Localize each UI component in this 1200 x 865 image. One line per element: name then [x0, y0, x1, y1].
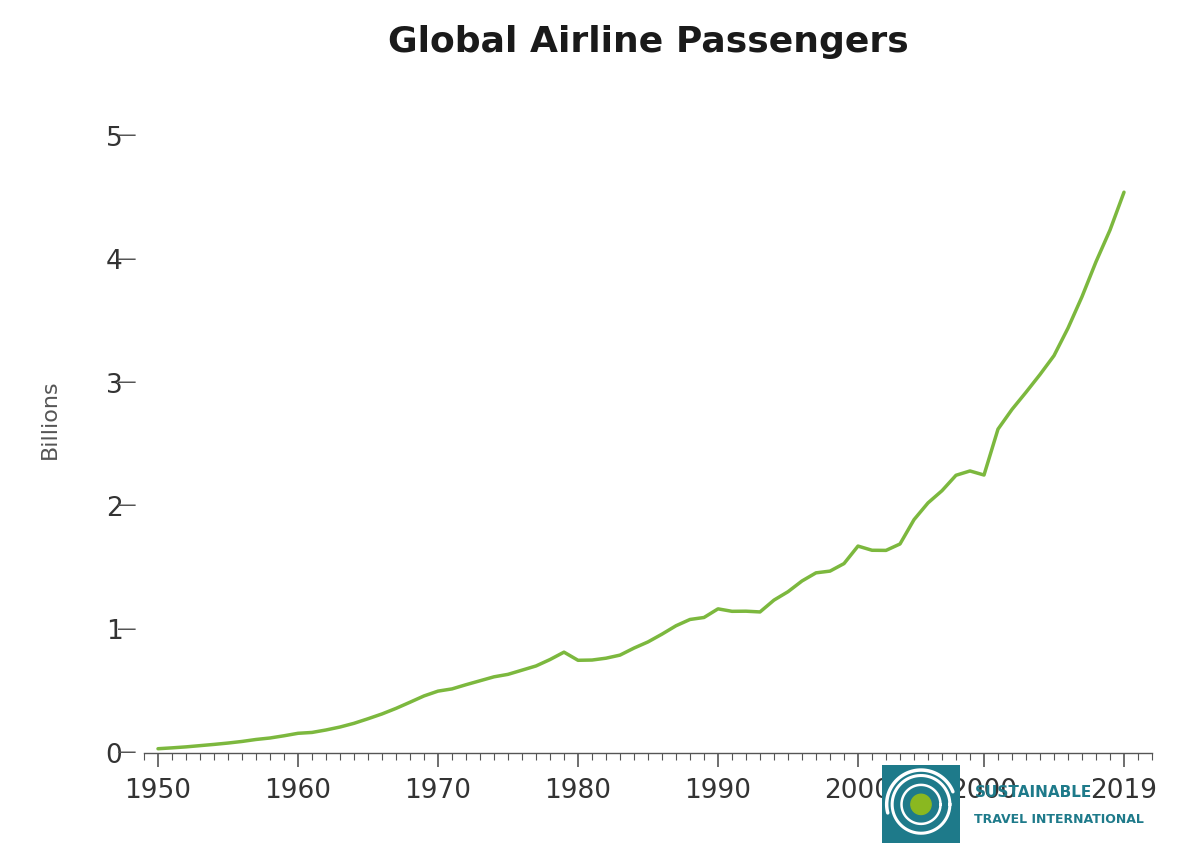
FancyBboxPatch shape	[878, 762, 964, 847]
Y-axis label: Billions: Billions	[40, 380, 60, 459]
Text: SUSTAINABLE: SUSTAINABLE	[974, 785, 1092, 800]
Text: —: —	[118, 250, 137, 269]
Text: —: —	[118, 743, 137, 762]
Title: Global Airline Passengers: Global Airline Passengers	[388, 25, 908, 59]
Text: TRAVEL INTERNATIONAL: TRAVEL INTERNATIONAL	[974, 813, 1145, 826]
Text: —: —	[118, 373, 137, 392]
Circle shape	[911, 794, 931, 815]
Text: —: —	[118, 619, 137, 638]
Text: —: —	[118, 497, 137, 516]
Text: —: —	[118, 126, 137, 145]
